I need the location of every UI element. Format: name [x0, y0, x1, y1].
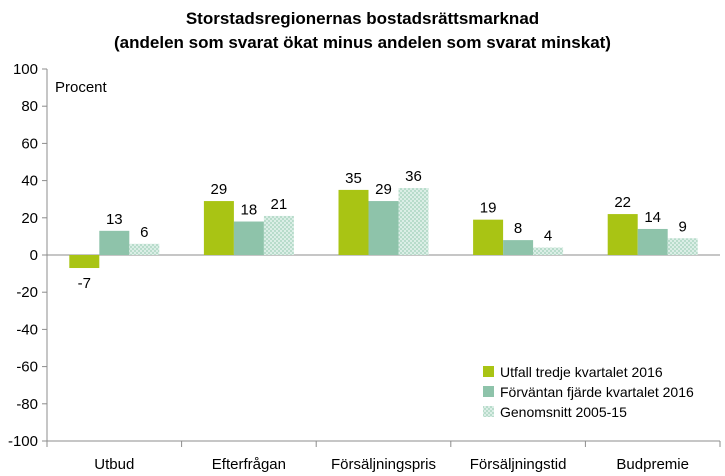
- chart-title: Storstadsregionernas bostadsrättsmarknad: [185, 9, 540, 28]
- bar: [607, 214, 638, 255]
- y-axis-unit-label: Procent: [55, 79, 108, 96]
- x-category-label: Försäljningstid: [470, 456, 567, 473]
- y-tick-label: 0: [30, 247, 38, 264]
- legend-swatch: [483, 406, 494, 417]
- data-label: 35: [345, 170, 362, 187]
- bar: [398, 188, 429, 255]
- x-category-label: Utbud: [94, 456, 134, 473]
- x-category-label: Efterfrågan: [212, 456, 286, 473]
- y-tick-label: -20: [16, 284, 38, 301]
- legend-label: Genomsnitt 2005-15: [500, 404, 627, 420]
- bar: [473, 219, 504, 255]
- y-tick-label: -100: [8, 433, 38, 450]
- y-tick-label: -80: [16, 396, 38, 413]
- y-tick-label: 40: [21, 173, 38, 190]
- data-label: 6: [140, 224, 148, 241]
- chart-subtitle: (andelen som svarat ökat minus andelen s…: [114, 33, 611, 52]
- bar: [503, 240, 534, 255]
- data-label: 14: [644, 209, 661, 226]
- data-label: 36: [405, 168, 422, 185]
- data-label: 19: [480, 200, 497, 217]
- legend-swatch: [483, 386, 494, 397]
- x-category-label: Försäljningspris: [331, 456, 436, 473]
- data-label: 8: [514, 220, 522, 237]
- y-tick-label: 60: [21, 135, 38, 152]
- data-label: 18: [241, 202, 258, 219]
- bar: [203, 201, 234, 255]
- bar: [667, 238, 698, 255]
- x-category-label: Budpremie: [616, 456, 689, 473]
- bar: [338, 189, 369, 255]
- data-label: 22: [614, 194, 631, 211]
- bar: [233, 221, 264, 255]
- bar: [99, 230, 130, 255]
- data-label: 29: [211, 181, 228, 198]
- bar: [368, 201, 399, 255]
- legend-label: Förväntan fjärde kvartalet 2016: [500, 384, 694, 400]
- y-tick-label: 20: [21, 210, 38, 227]
- y-tick-label: 100: [13, 61, 38, 78]
- data-label: 4: [544, 228, 552, 245]
- y-tick-label: 80: [21, 98, 38, 115]
- data-label: 9: [679, 218, 687, 235]
- y-tick-label: -60: [16, 359, 38, 376]
- bar: [129, 243, 160, 255]
- legend-swatch: [483, 366, 494, 377]
- bar: [69, 255, 100, 269]
- legend-label: Utfall tredje kvartalet 2016: [500, 364, 663, 380]
- bar: [263, 215, 294, 255]
- bar: [533, 247, 564, 255]
- y-tick-label: -40: [16, 321, 38, 338]
- data-label: 21: [271, 196, 288, 213]
- bar: [637, 228, 668, 255]
- data-label: 13: [106, 211, 123, 228]
- data-label: -7: [78, 275, 91, 292]
- data-label: 29: [375, 181, 392, 198]
